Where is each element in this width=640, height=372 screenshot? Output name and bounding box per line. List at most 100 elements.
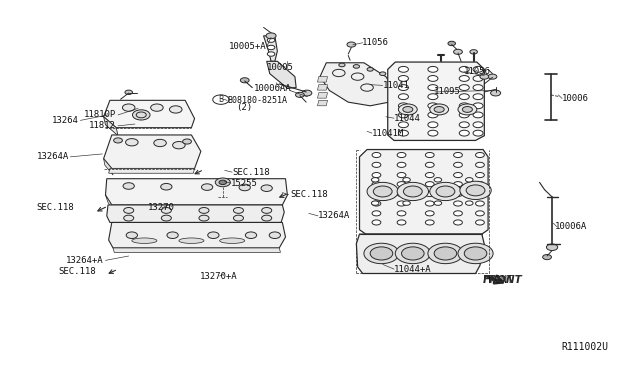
Circle shape xyxy=(398,122,408,128)
Polygon shape xyxy=(109,169,195,173)
Polygon shape xyxy=(317,100,328,106)
Circle shape xyxy=(460,181,492,199)
Circle shape xyxy=(460,85,469,90)
Polygon shape xyxy=(104,117,118,136)
Circle shape xyxy=(476,220,484,225)
Circle shape xyxy=(126,232,138,238)
Text: 13270+A: 13270+A xyxy=(200,272,237,280)
Circle shape xyxy=(464,247,487,260)
Circle shape xyxy=(398,112,408,118)
Circle shape xyxy=(476,153,484,158)
Circle shape xyxy=(458,243,493,264)
Circle shape xyxy=(173,141,185,149)
Text: 10006A: 10006A xyxy=(556,222,588,231)
Circle shape xyxy=(460,76,469,81)
Circle shape xyxy=(454,182,462,187)
Circle shape xyxy=(436,186,455,197)
Circle shape xyxy=(245,232,257,238)
Polygon shape xyxy=(113,248,280,252)
Circle shape xyxy=(401,247,424,260)
Polygon shape xyxy=(264,36,277,61)
Circle shape xyxy=(367,182,398,201)
Circle shape xyxy=(114,138,122,143)
Circle shape xyxy=(473,76,483,81)
Circle shape xyxy=(199,208,209,214)
Circle shape xyxy=(460,94,469,100)
Text: 13264+A: 13264+A xyxy=(66,256,104,265)
Circle shape xyxy=(241,78,249,83)
Circle shape xyxy=(161,215,172,221)
Circle shape xyxy=(428,243,463,264)
Circle shape xyxy=(473,103,483,109)
Circle shape xyxy=(428,85,438,90)
Polygon shape xyxy=(356,234,484,273)
Circle shape xyxy=(428,112,438,118)
Text: 13264: 13264 xyxy=(52,116,79,125)
Polygon shape xyxy=(109,222,285,248)
Text: 11056: 11056 xyxy=(362,38,389,47)
Circle shape xyxy=(398,76,408,81)
Circle shape xyxy=(473,85,483,90)
Text: SEC.118: SEC.118 xyxy=(58,267,96,276)
Circle shape xyxy=(466,185,485,196)
Circle shape xyxy=(473,112,483,118)
Text: 11095: 11095 xyxy=(434,87,461,96)
Circle shape xyxy=(262,215,272,221)
Circle shape xyxy=(488,74,497,79)
Text: 13270: 13270 xyxy=(148,203,175,212)
Circle shape xyxy=(268,45,275,49)
Circle shape xyxy=(398,104,417,115)
Circle shape xyxy=(434,247,457,260)
Circle shape xyxy=(460,122,469,128)
Circle shape xyxy=(372,182,381,187)
Circle shape xyxy=(372,220,381,225)
Circle shape xyxy=(219,180,227,185)
Circle shape xyxy=(454,173,462,177)
Circle shape xyxy=(372,192,381,196)
Circle shape xyxy=(397,211,406,216)
Circle shape xyxy=(428,76,438,81)
Circle shape xyxy=(398,67,408,72)
Circle shape xyxy=(426,173,434,177)
Polygon shape xyxy=(104,100,195,128)
Circle shape xyxy=(454,162,462,167)
Circle shape xyxy=(397,153,406,158)
Text: (2): (2) xyxy=(236,103,252,112)
Circle shape xyxy=(161,208,172,214)
Circle shape xyxy=(426,182,434,187)
Polygon shape xyxy=(317,85,328,90)
Circle shape xyxy=(426,220,434,225)
Text: B08180-8251A: B08180-8251A xyxy=(227,96,287,105)
Circle shape xyxy=(372,173,381,177)
Circle shape xyxy=(426,153,434,158)
Text: 11812: 11812 xyxy=(90,121,116,130)
Circle shape xyxy=(426,201,434,206)
Circle shape xyxy=(397,173,406,177)
Text: SEC.118: SEC.118 xyxy=(36,203,74,212)
Circle shape xyxy=(353,65,360,68)
Circle shape xyxy=(266,33,276,39)
Circle shape xyxy=(547,244,557,250)
Circle shape xyxy=(268,52,275,56)
Circle shape xyxy=(124,215,134,221)
Ellipse shape xyxy=(132,238,157,243)
Text: FRONT: FRONT xyxy=(483,275,523,285)
Circle shape xyxy=(398,130,408,136)
Circle shape xyxy=(397,182,406,187)
Circle shape xyxy=(473,94,483,100)
Circle shape xyxy=(428,130,438,136)
Text: 11810P: 11810P xyxy=(84,110,116,119)
Circle shape xyxy=(426,192,434,196)
Circle shape xyxy=(367,68,373,71)
Circle shape xyxy=(462,106,472,112)
Polygon shape xyxy=(360,150,488,234)
Circle shape xyxy=(234,215,243,221)
Polygon shape xyxy=(388,62,484,141)
Polygon shape xyxy=(104,159,113,175)
Circle shape xyxy=(454,49,462,54)
Circle shape xyxy=(380,72,386,76)
Circle shape xyxy=(215,178,230,187)
Circle shape xyxy=(460,103,469,109)
Polygon shape xyxy=(106,179,287,205)
Circle shape xyxy=(473,122,483,128)
